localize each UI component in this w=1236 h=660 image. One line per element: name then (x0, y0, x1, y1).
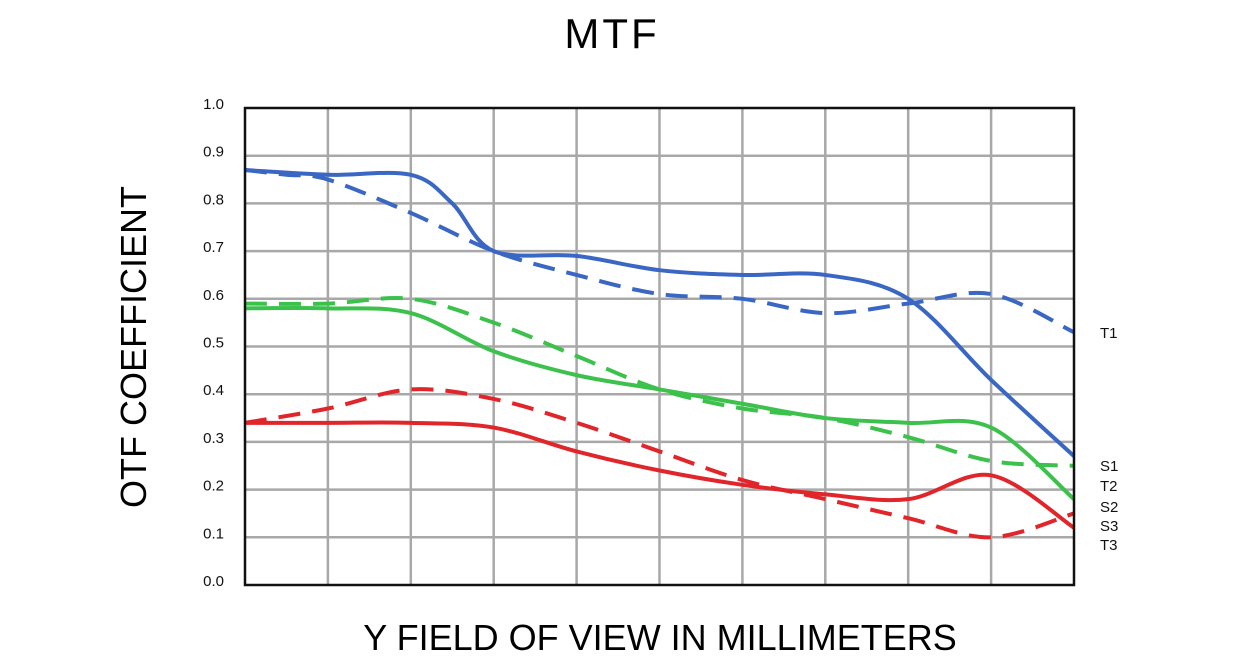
series-layer (244, 168, 1076, 540)
series-line-2 (244, 168, 1076, 458)
y-tick-label: 0.0 (203, 573, 224, 590)
chart-title: MTF (564, 10, 659, 57)
end-label-t1: T1 (1100, 325, 1118, 342)
x-axis-label: Y FIELD OF VIEW IN MILLIMETERS (363, 617, 956, 658)
end-label-t2: T2 (1100, 478, 1118, 495)
y-tick-label: 0.4 (203, 382, 224, 399)
end-label-s3: S3 (1100, 518, 1118, 535)
end-labels: T1 S1 T2 S2 S3 T3 (1100, 325, 1118, 554)
y-tick-label: 0.9 (203, 144, 224, 161)
series-line-3 (244, 295, 1075, 468)
y-tick-label: 0.2 (203, 478, 224, 495)
plot-frame (243, 106, 1076, 587)
y-tick-label: 1.0 (203, 96, 224, 113)
y-tick-label: 0.1 (203, 525, 224, 542)
series-line-4 (244, 305, 1076, 501)
end-label-t3: T3 (1100, 537, 1118, 554)
series-line-1 (244, 168, 1075, 335)
end-label-s1: S1 (1100, 458, 1118, 475)
y-tick-label: 0.3 (203, 430, 224, 447)
series-line-6 (245, 420, 1076, 530)
y-tick-label: 0.7 (203, 239, 224, 256)
series-line-5 (244, 387, 1075, 540)
y-ticks: 0.0 0.1 0.2 0.3 0.4 0.5 0.6 0.7 0.8 0.9 1.0 (203, 96, 224, 590)
y-tick-label: 0.5 (203, 335, 224, 352)
end-label-s2: S2 (1100, 499, 1118, 516)
y-tick-label: 0.6 (203, 287, 224, 304)
y-tick-label: 0.8 (203, 191, 224, 208)
y-axis-label: OTF COEFFICIENT (113, 186, 154, 508)
grid (245, 108, 1074, 585)
